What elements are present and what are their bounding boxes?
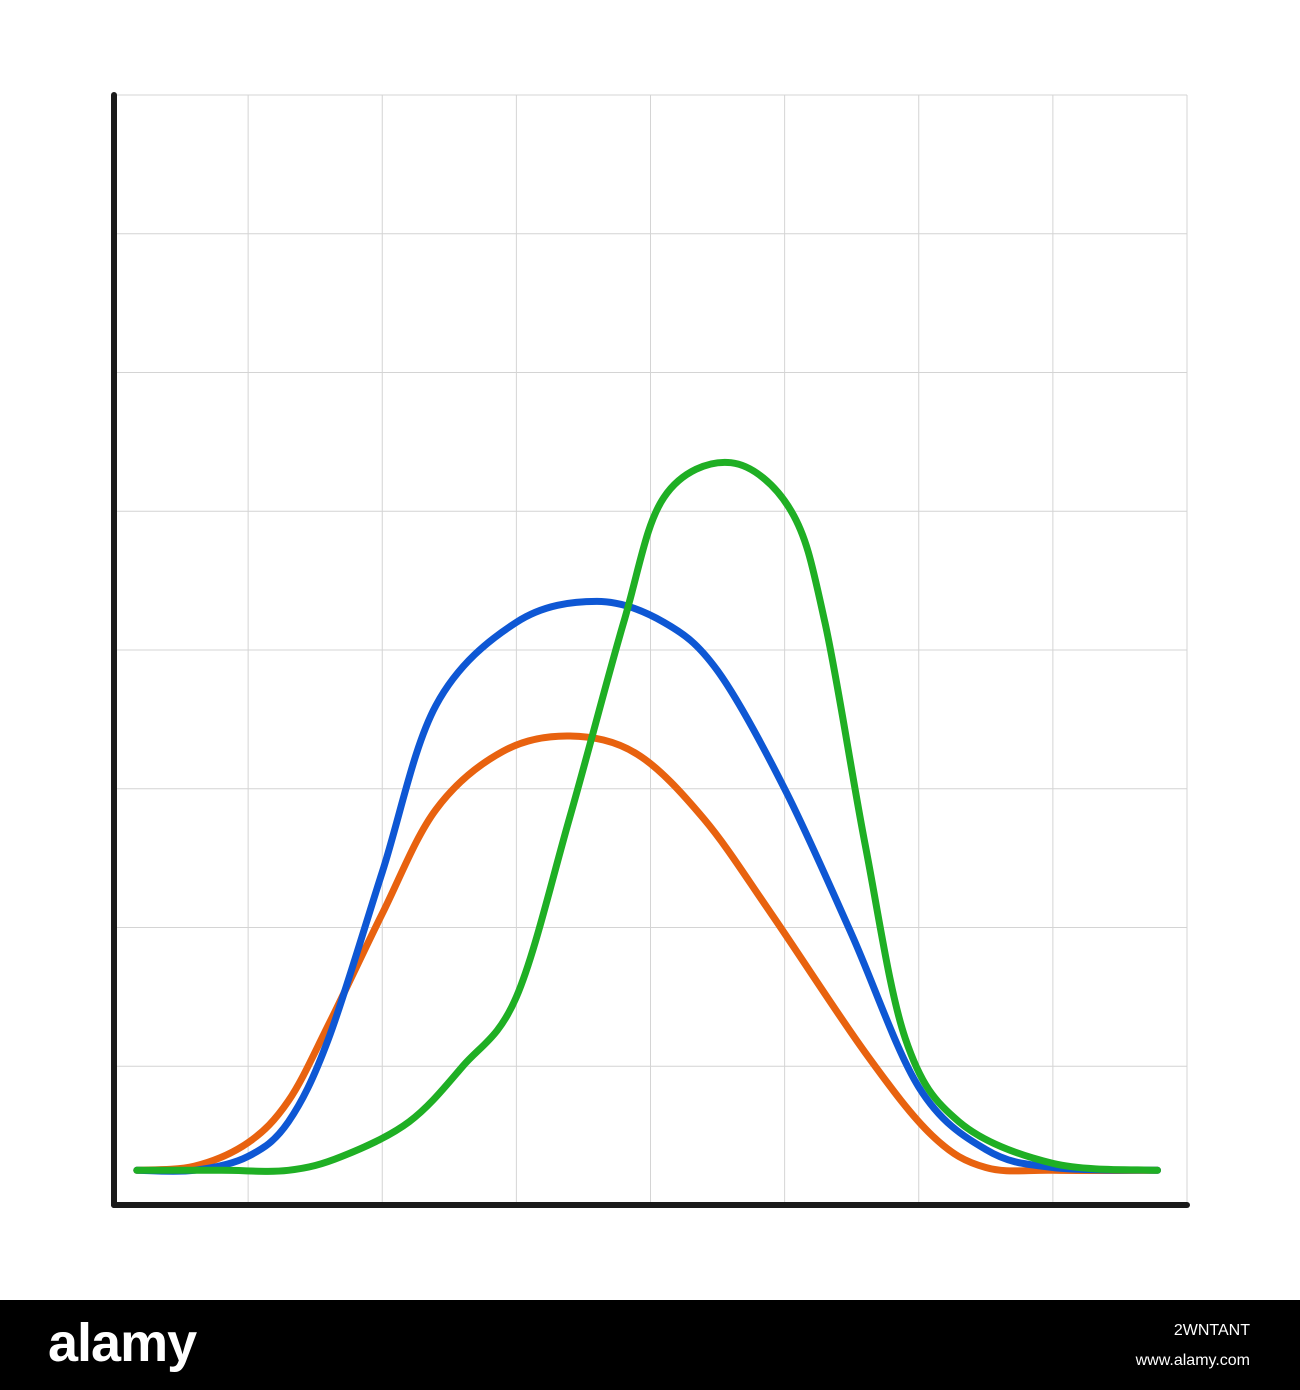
series-line-2 [133,597,1161,1175]
grid-lines [114,94,1188,1205]
site-url: www.alamy.com [1135,1352,1250,1369]
series-line-3 [133,458,1161,1175]
series-line-1 [133,732,1161,1175]
line-chart [111,92,1190,1208]
brand-logo: alamy [48,1313,197,1373]
chart-area [111,92,1190,1208]
axes [111,92,1190,1208]
image-id: 2WNTANT [1173,1322,1250,1339]
series-lines [133,458,1161,1175]
footer-bar: alamy 2WNTANT www.alamy.com [0,1300,1300,1390]
